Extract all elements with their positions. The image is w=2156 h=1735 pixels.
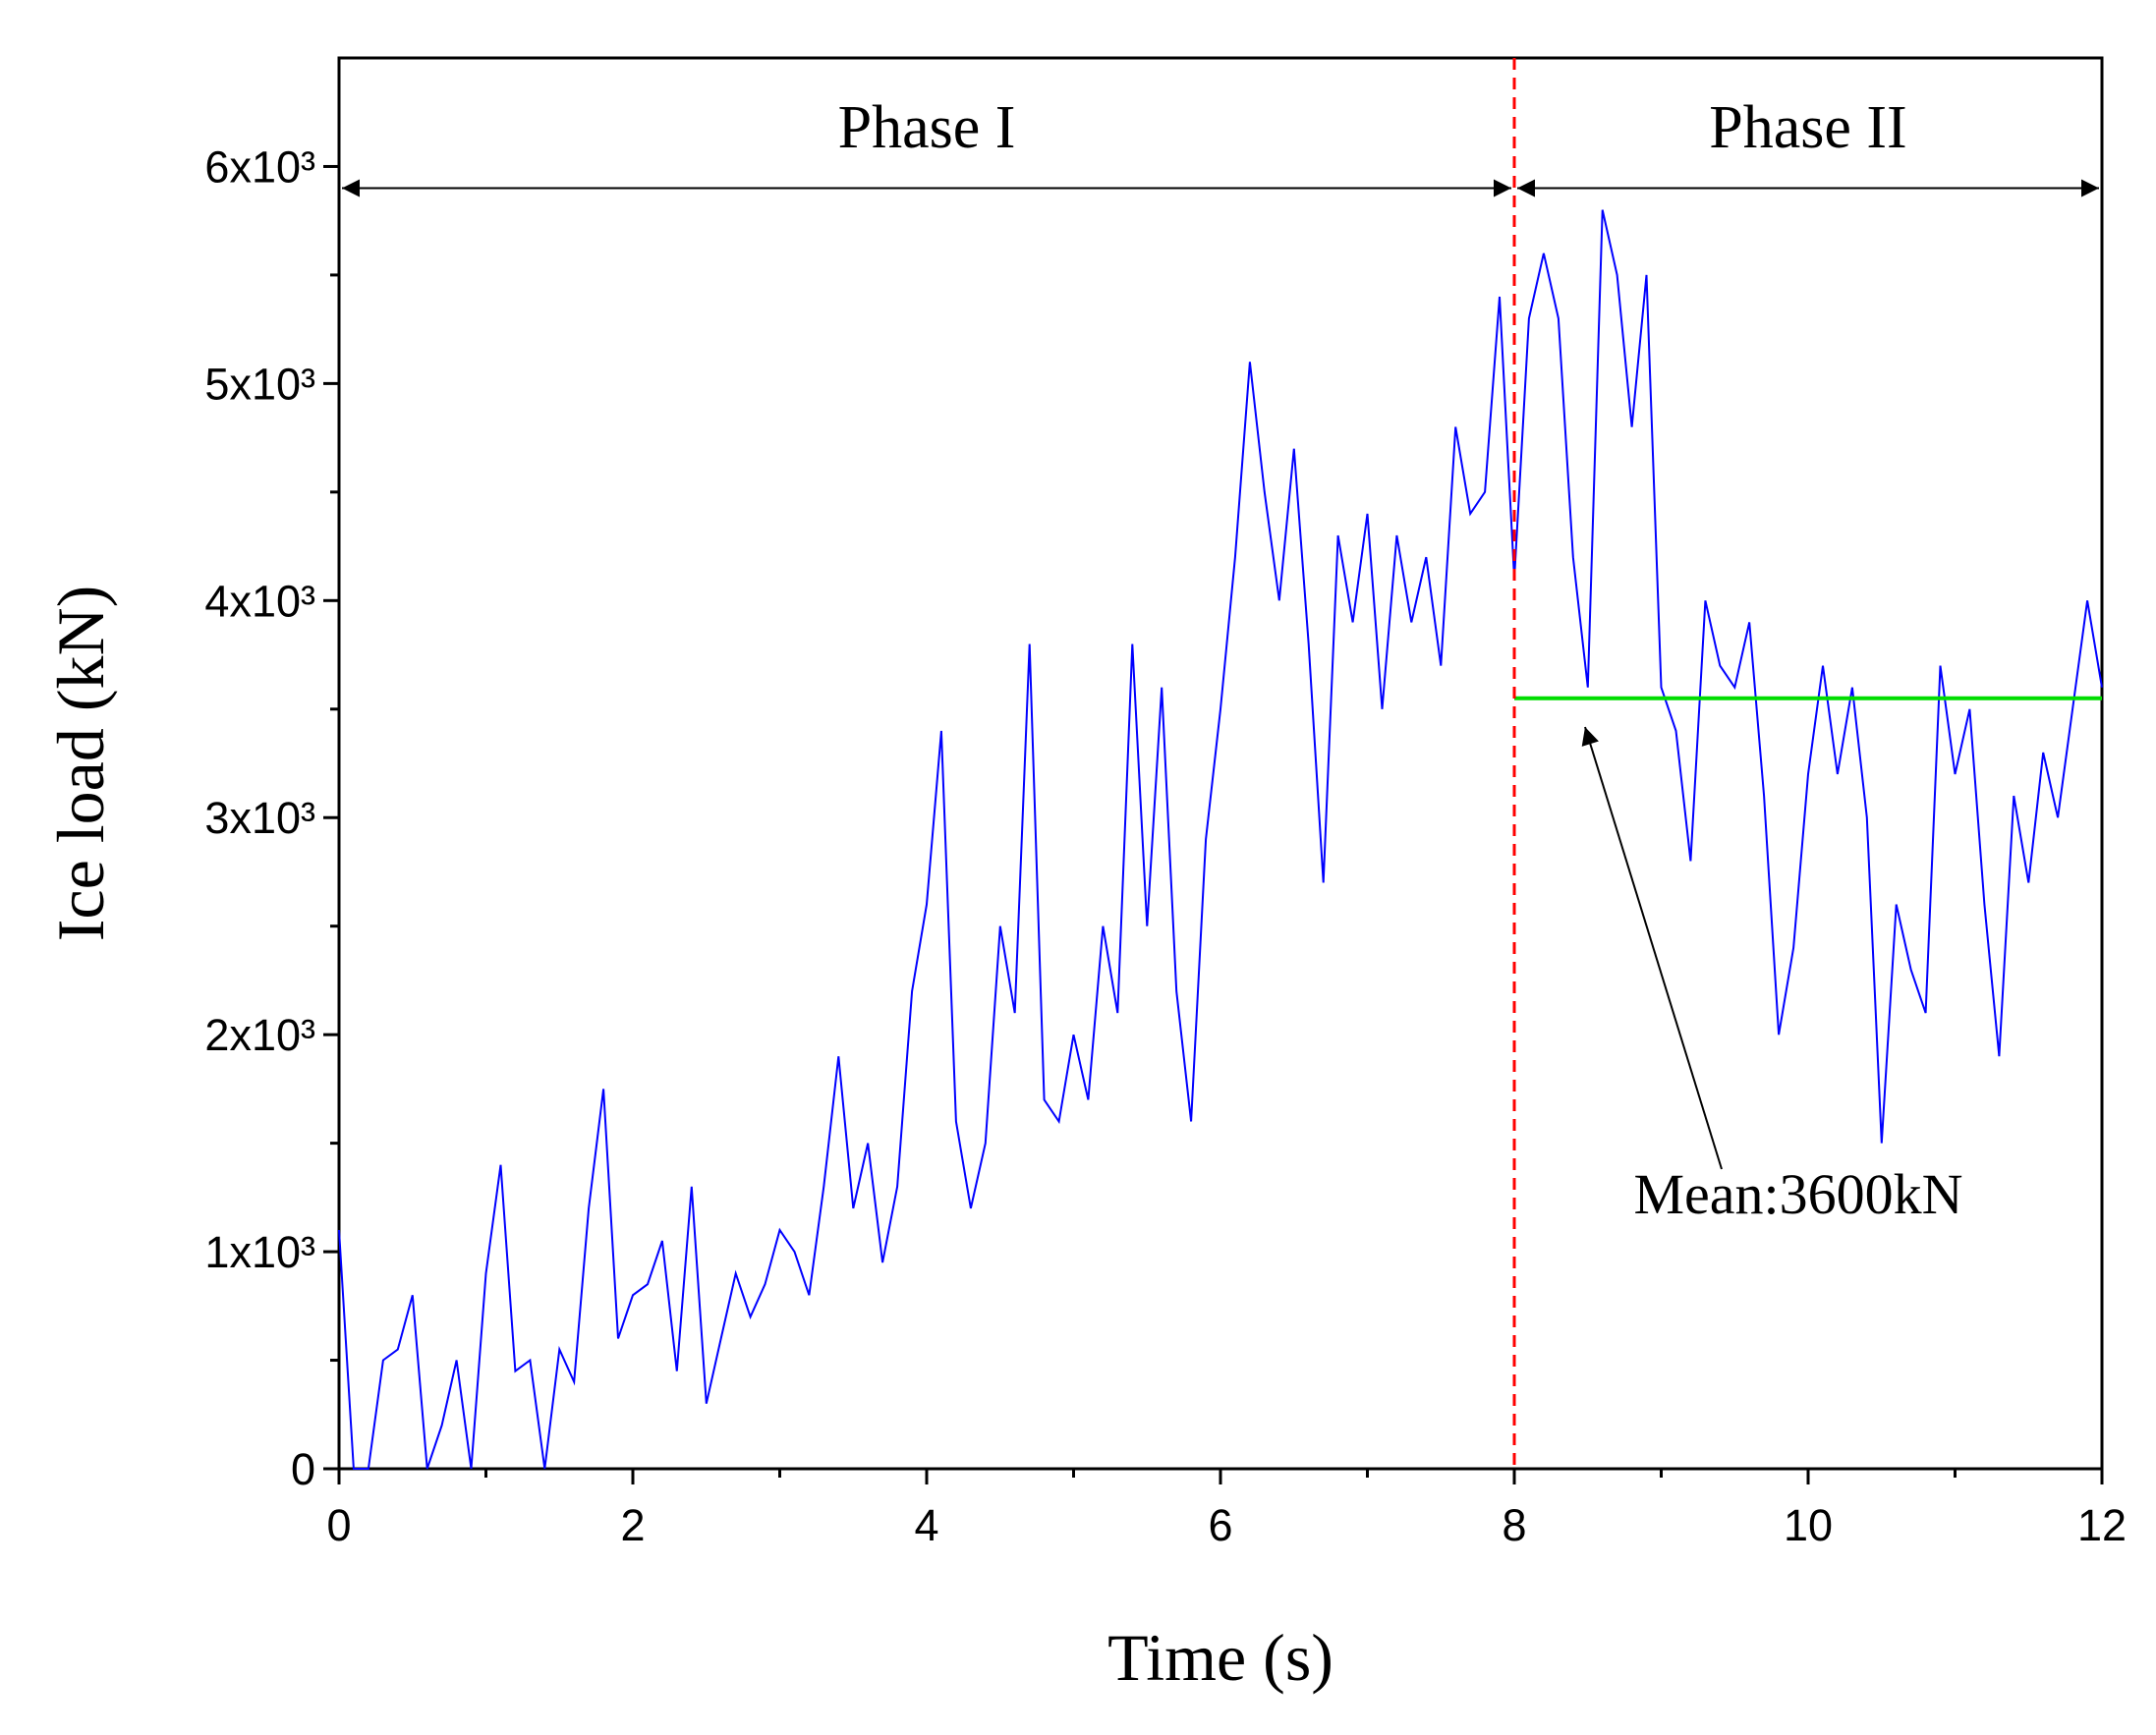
x-axis-title: Time (s) [1107,1620,1333,1695]
y-tick-label: 2x10³ [204,1010,315,1060]
y-tick-label: 4x10³ [204,576,315,626]
plot-frame [337,56,2104,1471]
x-tick-label: 12 [2077,1500,2127,1550]
annotation-arrow [1581,726,1723,1170]
y-tick-label: 1x10³ [204,1227,315,1277]
x-tick-label: 4 [914,1500,938,1550]
y-tick-label: 5x10³ [204,359,315,409]
phase-label: Phase I [838,94,1016,161]
annotation-text: Mean:3600kN [1633,1162,1962,1226]
y-tick-label: 3x10³ [204,793,315,843]
x-tick-label: 6 [1208,1500,1232,1550]
y-axis-title: Ice load (kN) [43,586,118,941]
data-line [338,209,2103,1470]
x-tick-label: 8 [1502,1500,1526,1550]
x-tick-label: 10 [1784,1500,1833,1550]
x-tick-label: 2 [620,1500,645,1550]
x-tick-label: 0 [326,1500,351,1550]
phase-label: Phase II [1709,94,1906,161]
y-tick-label: 6x10³ [204,141,315,192]
y-tick-label: 0 [291,1444,315,1494]
